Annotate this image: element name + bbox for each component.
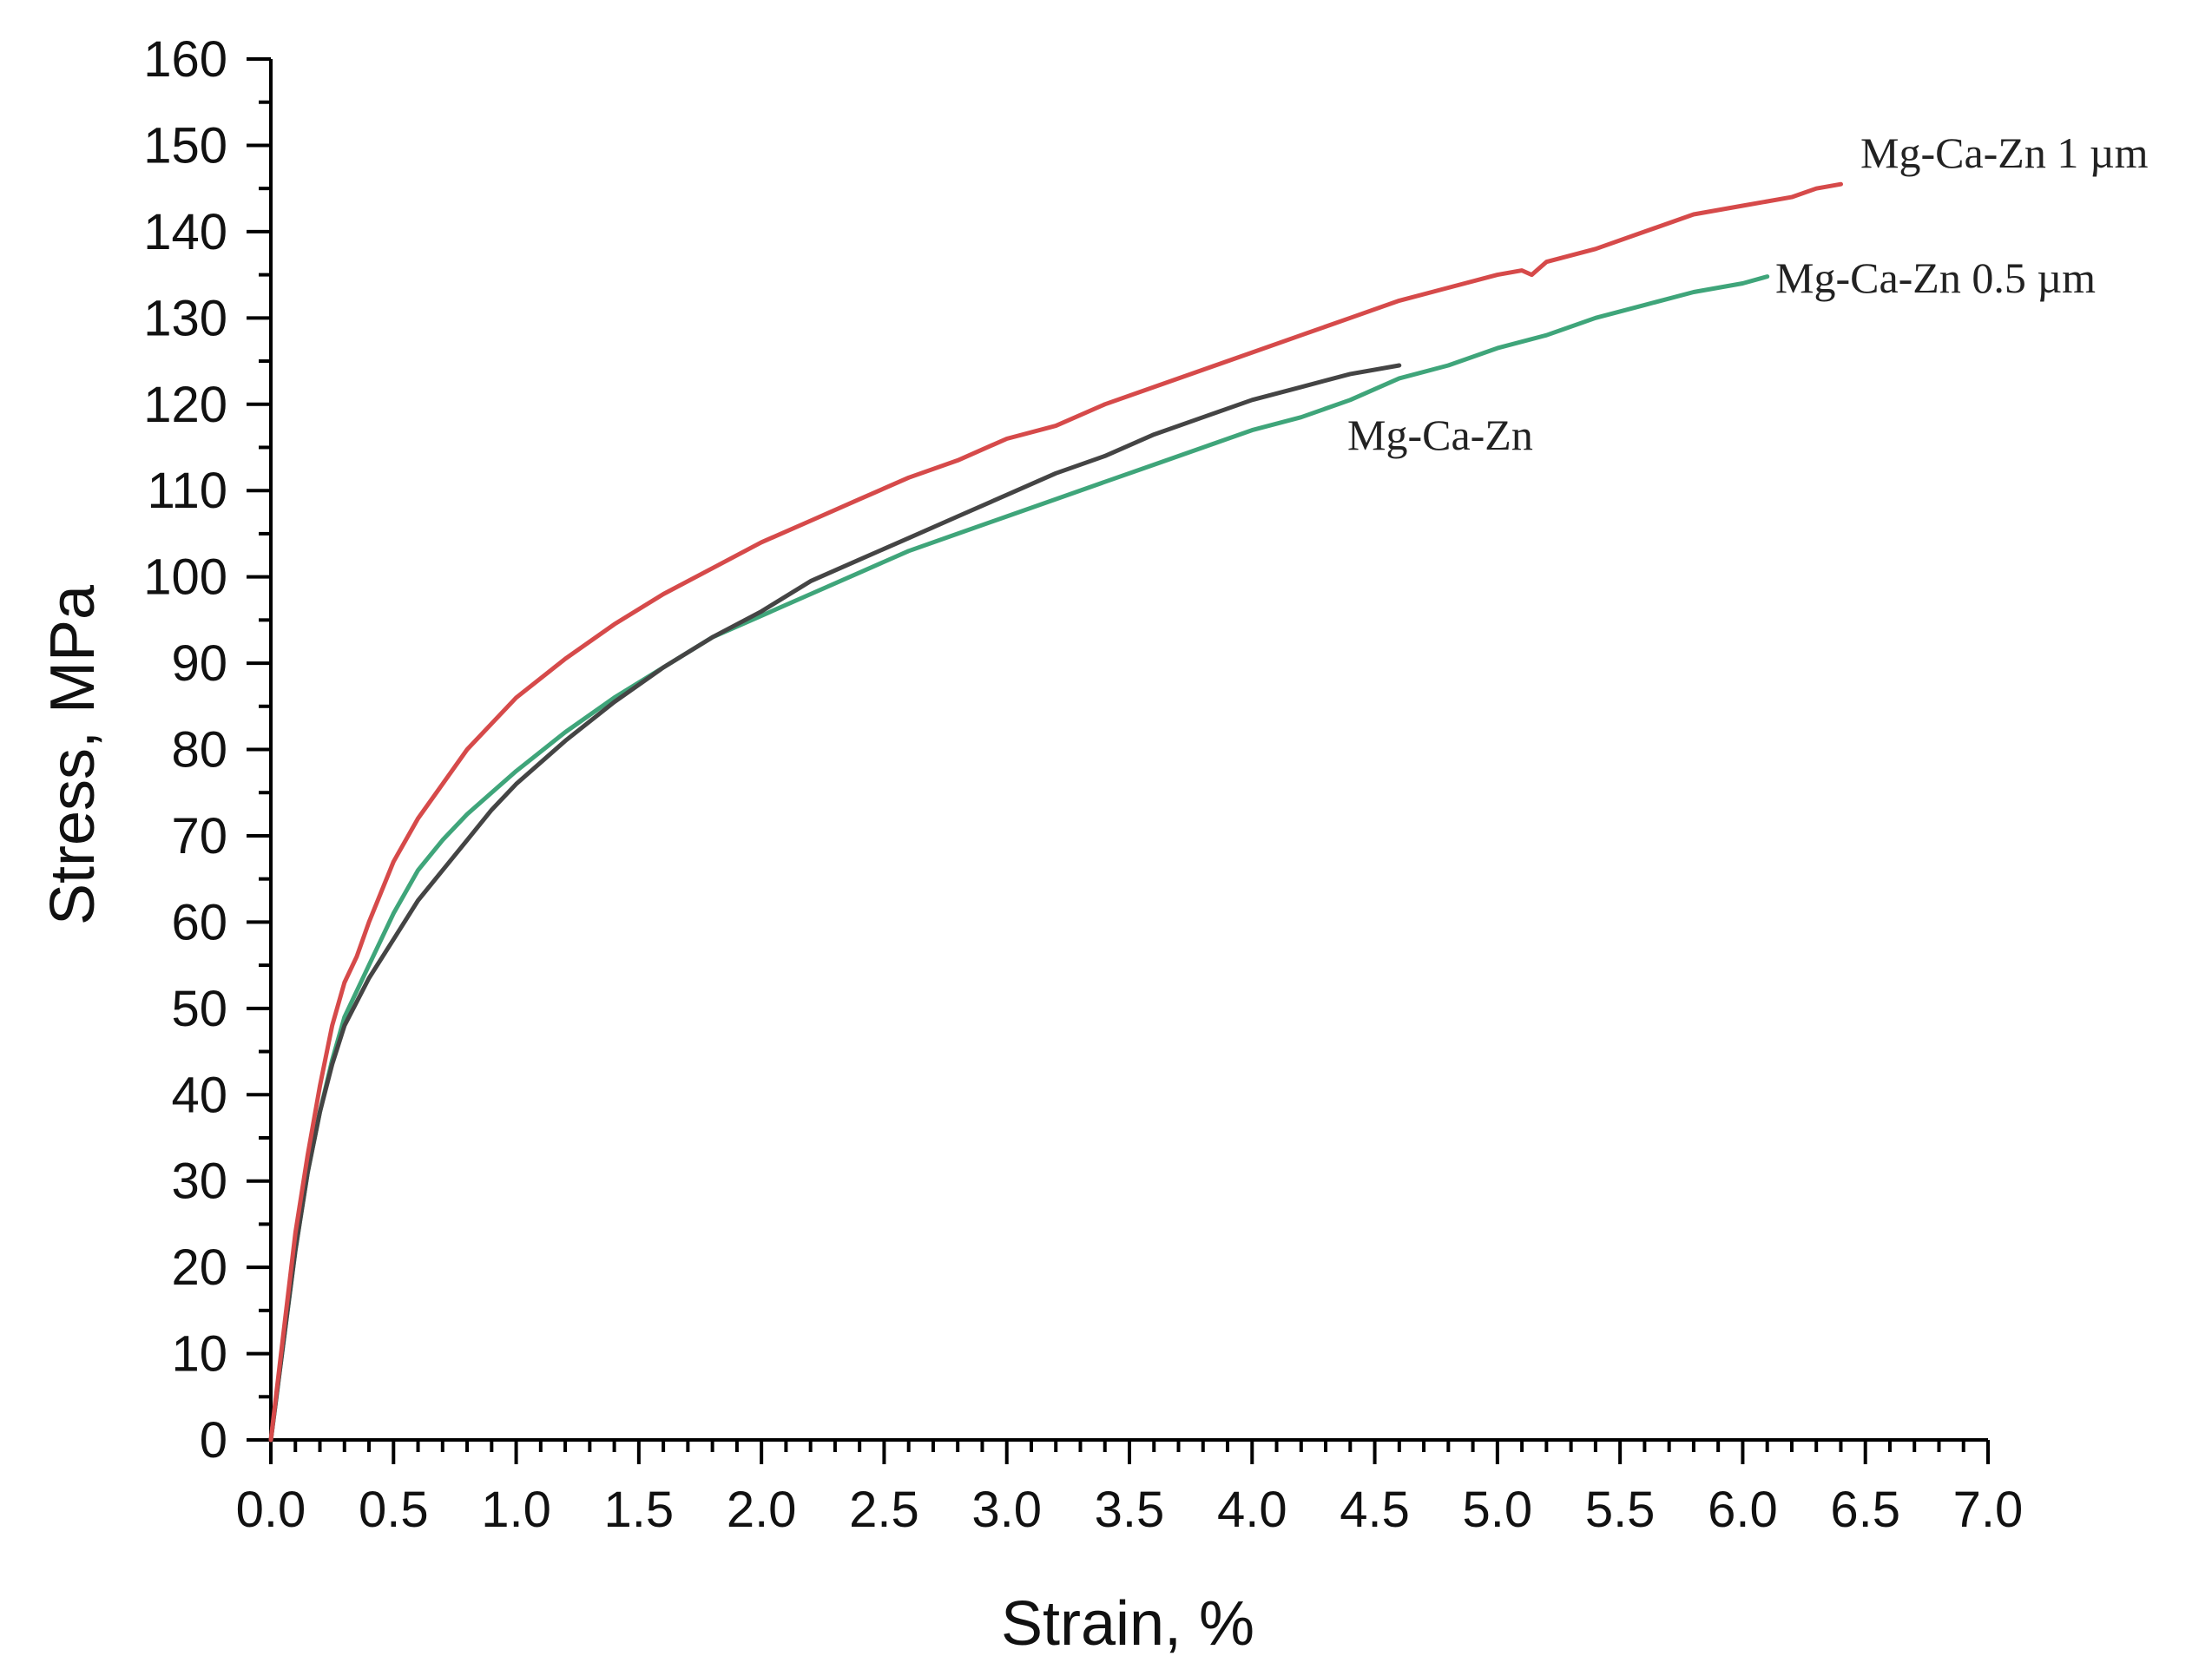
x-tick-label: 0.5 [359,1482,429,1538]
y-tick-label: 120 [143,377,227,433]
series-line-1 [268,274,1770,1443]
series-line-2 [268,363,1402,1443]
series-labels: Mg-Ca-Zn 1 µm Mg-Ca-Zn 0.5 µm Mg-Ca-Zn [1347,128,2149,459]
series-label-2: Mg-Ca-Zn [1347,411,1533,459]
y-tick-label: 70 [171,808,227,864]
x-tick-label: 6.5 [1830,1482,1900,1538]
x-axis-title: Strain, % [1001,1589,1254,1659]
y-tick-label: 20 [171,1239,227,1296]
y-tick-label: 0 [200,1412,227,1469]
y-tick-label: 100 [143,549,227,606]
y-tick-label: 50 [171,981,227,1037]
x-tick-label: 2.0 [727,1482,797,1538]
x-tick-label: 7.0 [1953,1482,2024,1538]
y-tick-label: 160 [143,31,227,88]
x-tick-label: 1.0 [481,1482,551,1538]
x-tick-label: 5.0 [1463,1482,1533,1538]
x-tick-label: 4.0 [1217,1482,1287,1538]
y-tick-label: 140 [143,204,227,260]
x-tick-label: 0.0 [236,1482,306,1538]
y-tick-label: 40 [171,1067,227,1123]
y-axis-title: Stress, MPa [38,584,108,925]
series-label-0: Mg-Ca-Zn 1 µm [1860,128,2149,177]
x-tick-label: 3.0 [971,1482,1042,1538]
y-tick-label: 90 [171,635,227,692]
x-tick-label: 5.5 [1585,1482,1656,1538]
axes [269,59,1988,1442]
y-ticks: 0 10 20 30 40 50 60 70 80 90 100 110 120 130 140 150 160 [143,31,271,1469]
series-layer [268,181,1843,1443]
series-line-0 [268,181,1843,1443]
y-tick-label: 110 [148,463,227,519]
y-tick-label: 30 [171,1153,227,1210]
y-tick-label: 130 [143,290,227,346]
x-tick-label: 4.5 [1340,1482,1410,1538]
x-tick-label: 2.5 [849,1482,919,1538]
x-ticks: 0.0 0.5 1.0 1.5 2.0 2.5 3.0 3.5 4.0 4.5 5.0 5.5 6.0 6… [236,1440,2024,1538]
y-tick-label: 60 [171,894,227,950]
y-tick-label: 80 [171,722,227,779]
x-tick-label: 1.5 [604,1482,675,1538]
y-tick-label: 10 [171,1326,227,1383]
y-tick-label: 150 [143,117,227,174]
series-label-1: Mg-Ca-Zn 0.5 µm [1775,253,2096,302]
x-tick-label: 6.0 [1708,1482,1778,1538]
x-tick-label: 3.5 [1095,1482,1165,1538]
